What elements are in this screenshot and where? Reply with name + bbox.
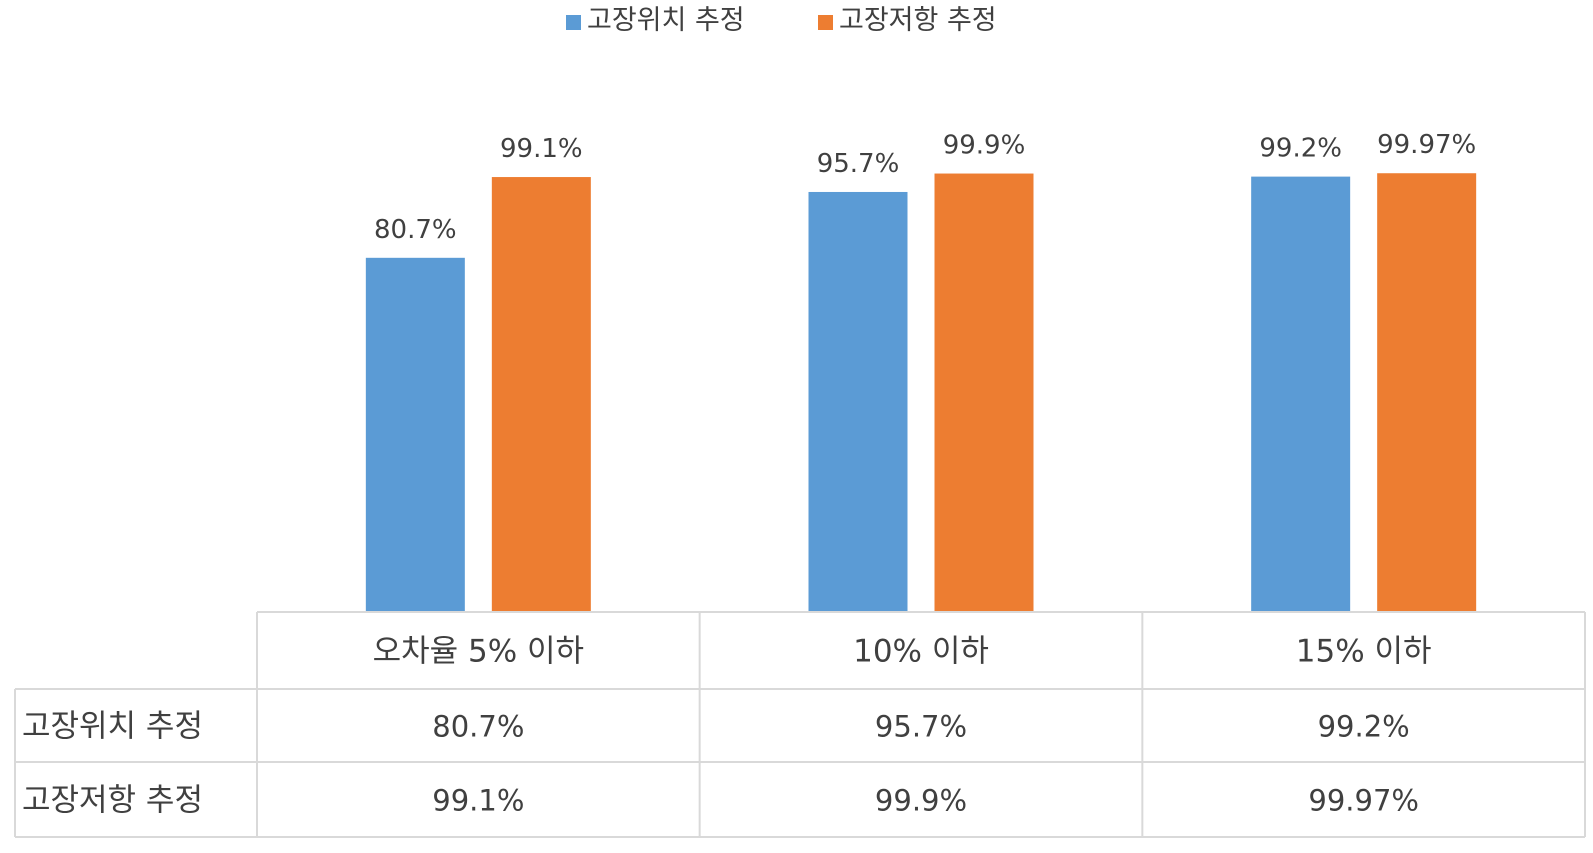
bar-1-1 — [365, 257, 465, 612]
data-label-1-3: 99.2% — [1259, 134, 1342, 164]
bar-2-1 — [491, 177, 591, 612]
bar-1-3 — [1251, 176, 1351, 612]
data-label-1-2: 95.7% — [817, 149, 900, 179]
table-cell-2-1: 99.1% — [432, 784, 524, 818]
bar-2-3 — [1377, 173, 1477, 612]
category-label-2: 10% 이하 — [853, 634, 989, 670]
table-row-header-1: 고장위치 추정 — [22, 709, 203, 745]
category-label-3: 15% 이하 — [1296, 634, 1432, 670]
legend-label-2: 고장저항 추정 — [839, 5, 997, 36]
legend-swatch-1 — [566, 15, 581, 30]
table-row-header-2: 고장저항 추정 — [22, 783, 203, 819]
data-label-1-1: 80.7% — [374, 215, 457, 245]
category-label-1: 오차율 5% 이하 — [373, 634, 585, 670]
table-cell-1-1: 80.7% — [432, 710, 524, 744]
data-label-2-1: 99.1% — [500, 134, 583, 164]
table-cell-1-2: 95.7% — [875, 710, 967, 744]
bar-1-2 — [808, 191, 908, 612]
legend-label-1: 고장위치 추정 — [587, 5, 745, 36]
data-label-2-3: 99.97% — [1377, 130, 1476, 160]
legend-swatch-2 — [818, 15, 833, 30]
table-cell-2-2: 99.9% — [875, 784, 967, 818]
table-cell-1-3: 99.2% — [1318, 710, 1410, 744]
bar-2-2 — [934, 173, 1034, 613]
table-cell-2-3: 99.97% — [1308, 784, 1419, 818]
data-label-2-2: 99.9% — [943, 131, 1026, 161]
